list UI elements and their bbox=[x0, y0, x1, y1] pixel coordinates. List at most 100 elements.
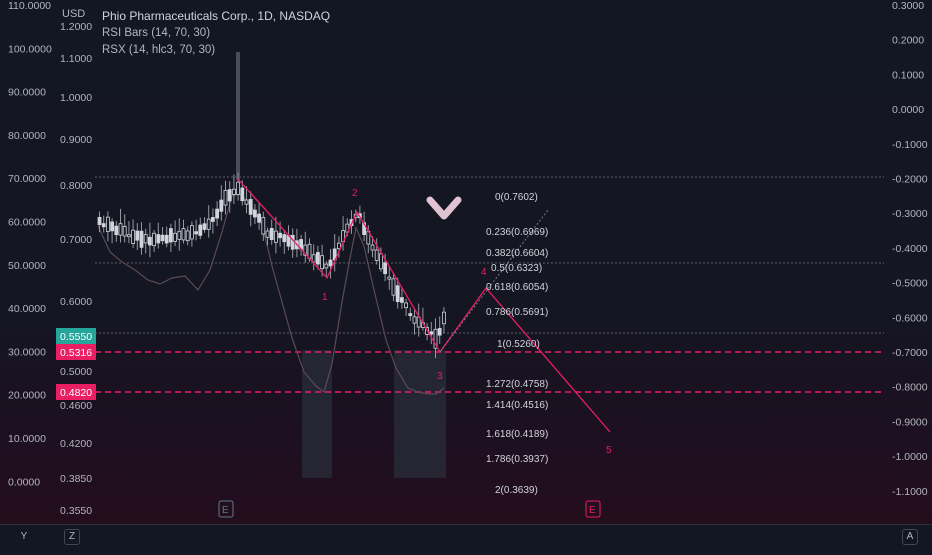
candle-body bbox=[168, 228, 173, 243]
candle-body bbox=[219, 199, 224, 212]
candle-body bbox=[336, 242, 341, 249]
indicator-rsx[interactable]: RSX (14, hlc3, 70, 30) bbox=[102, 44, 216, 56]
axis-tick-label: 80.0000 bbox=[8, 130, 46, 142]
axis-tick-label: -0.2000 bbox=[892, 174, 928, 186]
candle-body bbox=[437, 328, 442, 336]
candle-body bbox=[152, 232, 157, 247]
oversold-zone bbox=[394, 350, 446, 478]
earnings-icon: E bbox=[222, 505, 229, 516]
candle-body bbox=[412, 316, 417, 324]
auto-scale-button[interactable]: A bbox=[902, 529, 918, 545]
candle-body bbox=[433, 328, 438, 349]
fib-level-label: 0.5(0.6323) bbox=[491, 263, 542, 274]
candle-body bbox=[118, 223, 123, 236]
right-axis[interactable]: 0.3000 0.2000 0.1000 0.0000 -0.1000 -0.2000 -0… bbox=[892, 0, 928, 498]
candle-body bbox=[215, 208, 220, 219]
oversold-zone bbox=[302, 350, 332, 478]
candle-body bbox=[269, 228, 274, 240]
candle-body bbox=[311, 254, 316, 263]
candle-body bbox=[135, 230, 140, 241]
price-tag bbox=[56, 328, 96, 344]
left-axis-inner[interactable]: 1.2000 1.1000 1.0000 0.9000 0.8000 0.7000 0.60… bbox=[60, 21, 92, 517]
candle-body bbox=[122, 226, 127, 237]
price-tag-label: 0.4820 bbox=[60, 387, 92, 399]
earnings-marker[interactable] bbox=[218, 500, 234, 518]
axis-tick-label: 0.5000 bbox=[60, 366, 92, 378]
fib-retracement[interactable]: 0(0.7602) 0.236(0.6969) 0.382(0.6604) 0.5(0… bbox=[486, 192, 548, 496]
candle-body bbox=[147, 236, 152, 246]
candle-body bbox=[139, 230, 144, 248]
axis-tick-label: 110.0000 bbox=[8, 0, 51, 12]
fib-level-label: 1.786(0.3937) bbox=[486, 454, 548, 465]
elliott-wave-line bbox=[236, 177, 611, 433]
fib-level-label: 1(0.5260) bbox=[497, 339, 540, 350]
candle-body bbox=[328, 259, 333, 267]
price-tag bbox=[56, 384, 96, 400]
candle-body bbox=[114, 225, 119, 236]
candle-body bbox=[206, 218, 211, 230]
candle-body bbox=[248, 198, 253, 215]
axis-tick-label: -1.0000 bbox=[892, 451, 928, 463]
price-tag bbox=[56, 344, 96, 360]
axis-tick-label: 1.2000 bbox=[60, 21, 92, 33]
axis-tick-label: 60.0000 bbox=[8, 217, 46, 229]
axis-tick-label: 0.2000 bbox=[892, 35, 924, 47]
candle-body bbox=[370, 244, 375, 251]
candle-body bbox=[408, 313, 413, 316]
candle-body bbox=[404, 302, 409, 309]
fib-level-label: 2(0.3639) bbox=[495, 485, 538, 496]
axis-tick-label: 0.8000 bbox=[60, 180, 92, 192]
axis-tick-label: -0.8000 bbox=[892, 382, 928, 394]
axis-tick-label: 0.0000 bbox=[8, 476, 40, 488]
chart-legend: Phio Pharmaceuticals Corp., 1D, NASDAQ R… bbox=[102, 8, 330, 59]
candle-body bbox=[378, 253, 383, 270]
candle-body bbox=[391, 278, 396, 296]
axis-tick-label: 0.4200 bbox=[60, 438, 92, 450]
axis-tick-label: 10.0000 bbox=[8, 433, 46, 445]
axis-tick-label: 90.0000 bbox=[8, 87, 46, 99]
candlestick-series bbox=[97, 172, 446, 359]
fib-level-label: 0.236(0.6969) bbox=[486, 227, 548, 238]
fib-level-label: 1.272(0.4758) bbox=[486, 379, 548, 390]
candle-body bbox=[185, 230, 190, 242]
indicator-rsi-bars[interactable]: RSI Bars (14, 70, 30) bbox=[102, 27, 211, 39]
candle-body bbox=[261, 217, 266, 235]
candle-body bbox=[374, 249, 379, 261]
candle-body bbox=[223, 190, 228, 206]
symbol-title[interactable]: Phio Pharmaceuticals Corp., 1D, NASDAQ bbox=[102, 9, 331, 23]
axis-tick-label: -0.9000 bbox=[892, 416, 928, 428]
fib-level-label: 0(0.7602) bbox=[495, 192, 538, 203]
earnings-marker[interactable] bbox=[585, 500, 601, 518]
wave-label-2: 2 bbox=[352, 188, 358, 199]
y-axis-button[interactable]: Y bbox=[20, 531, 28, 542]
candle-body bbox=[257, 213, 262, 223]
axis-tick-label: 40.0000 bbox=[8, 303, 46, 315]
candle-body bbox=[265, 230, 270, 238]
wave-label-3: 3 bbox=[437, 371, 443, 382]
fib-level-label: 1.414(0.4516) bbox=[486, 400, 548, 411]
axis-tick-label: 1.1000 bbox=[60, 53, 92, 65]
candle-body bbox=[282, 234, 287, 243]
candle-body bbox=[278, 232, 283, 239]
price-tags: 0.5550 0.5316 0.4820 bbox=[56, 328, 96, 400]
candle-body bbox=[383, 262, 388, 275]
zoom-button[interactable]: Z bbox=[64, 529, 80, 545]
candle-body bbox=[387, 276, 392, 280]
axis-tick-label: 0.3550 bbox=[60, 505, 92, 517]
candle-body bbox=[315, 252, 320, 265]
axis-tick-label: 0.1000 bbox=[892, 69, 924, 81]
axis-tick-label: -0.3000 bbox=[892, 208, 928, 220]
candle-body bbox=[156, 234, 161, 244]
candle-body bbox=[110, 221, 114, 232]
candle-body bbox=[303, 244, 308, 256]
candle-body bbox=[307, 243, 312, 259]
wave-label-5: 5 bbox=[606, 445, 612, 456]
left-axis-outer[interactable]: 110.0000 100.0000 90.0000 80.0000 70.0000 60.… bbox=[8, 0, 52, 488]
axis-tick-label: 30.0000 bbox=[8, 346, 46, 358]
axis-tick-label: 0.3850 bbox=[60, 473, 92, 485]
volume-bar bbox=[236, 52, 240, 180]
earnings-icon: E bbox=[589, 505, 596, 516]
candle-body bbox=[101, 223, 106, 228]
